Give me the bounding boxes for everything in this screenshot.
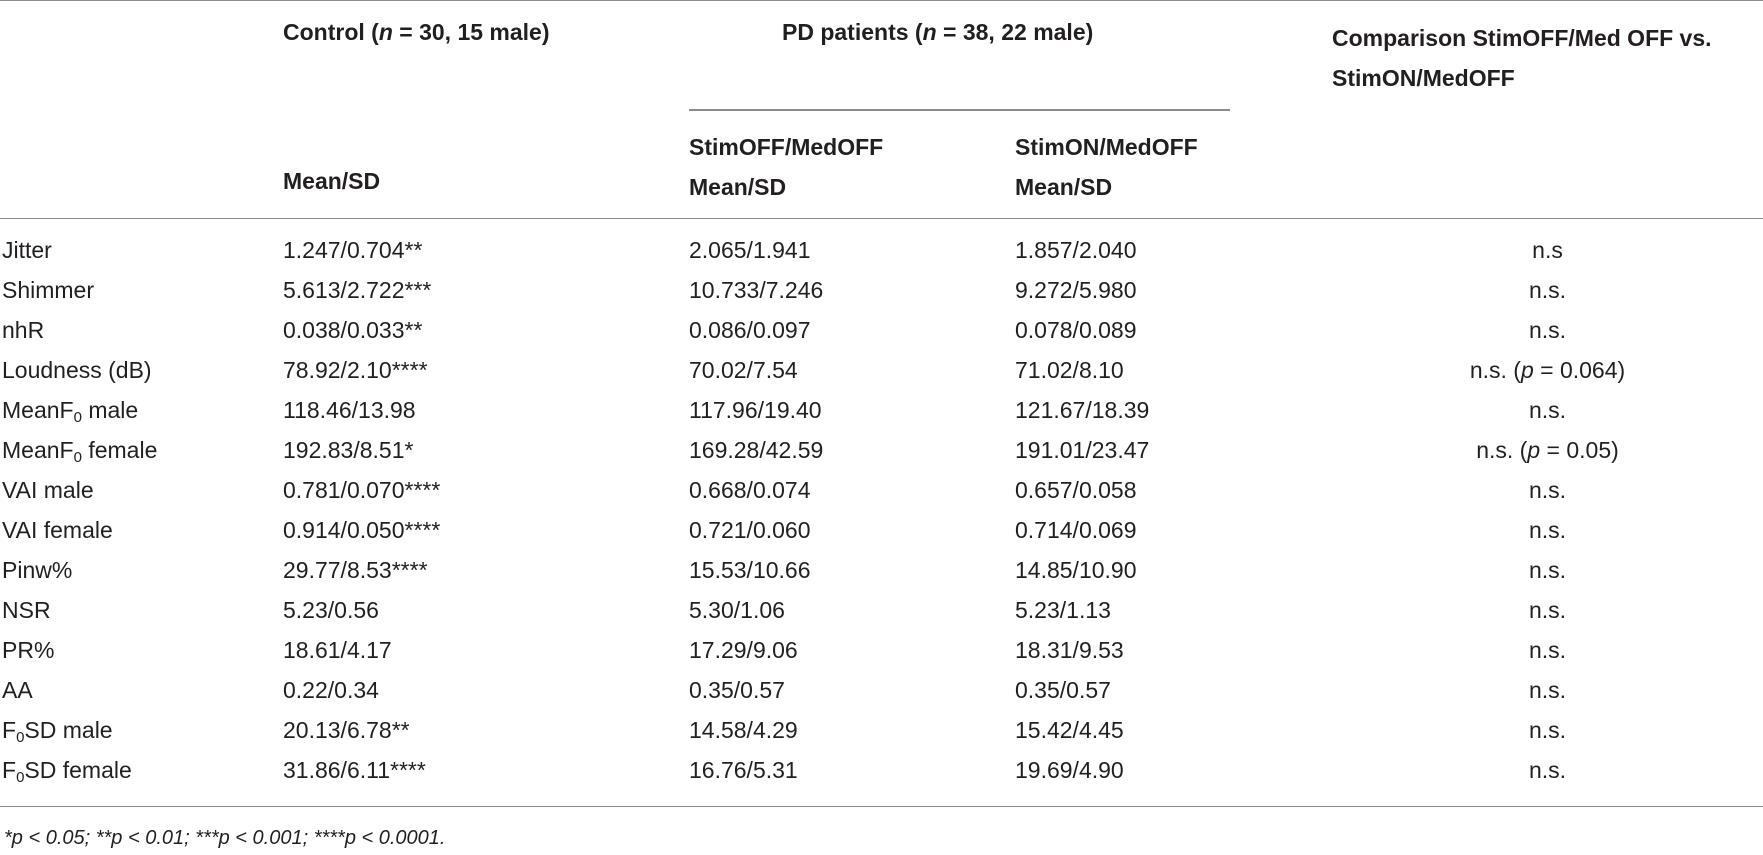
cell-comparison: n.s.: [1528, 277, 1567, 303]
cell-stimon: 18.31/9.53: [1015, 637, 1124, 663]
row-label: Pinw%: [2, 557, 73, 583]
row-label: VAI female: [2, 517, 113, 543]
cell-stimon: 0.714/0.069: [1015, 517, 1137, 543]
cell-comparison: n.s.: [1528, 517, 1567, 543]
cell-comparison: n.s.: [1528, 397, 1567, 423]
cell-stimoff: 0.668/0.074: [689, 477, 811, 503]
row-label: Loudness (dB): [2, 357, 152, 383]
footnote: *p < 0.05; **p < 0.01; ***p < 0.001; ***…: [4, 827, 446, 849]
cell-stimoff: 0.086/0.097: [689, 317, 811, 343]
row-label: PR%: [2, 637, 55, 663]
cell-comparison: n.s.: [1528, 597, 1567, 623]
cell-stimon: 14.85/10.90: [1015, 557, 1137, 583]
row-label: Jitter: [2, 237, 52, 263]
cell-control: 78.92/2.10****: [283, 357, 428, 383]
cell-stimoff: 2.065/1.941: [689, 237, 811, 263]
row-label: Shimmer: [2, 277, 95, 303]
cell-comparison: n.s. (p = 0.05): [1476, 437, 1619, 463]
cell-comparison: n.s.: [1528, 477, 1567, 503]
cell-comparison: n.s. (p = 0.064): [1469, 357, 1626, 383]
cell-stimoff: 17.29/9.06: [689, 637, 798, 663]
row-label: F0SD female: [2, 757, 132, 786]
subheader-stimoff: StimOFF/MedOFF Mean/SD: [689, 134, 884, 200]
cell-stimon: 71.02/8.10: [1015, 357, 1124, 383]
subheader-stimon: StimON/MedOFF Mean/SD: [1015, 134, 1198, 200]
table-bottom-rule: [0, 806, 1763, 807]
cell-control: 18.61/4.17: [283, 637, 392, 663]
cell-comparison: n.s.: [1528, 317, 1567, 343]
cell-stimon: 0.657/0.058: [1015, 477, 1137, 503]
cell-stimoff: 0.35/0.57: [689, 677, 785, 703]
cell-comparison: n.s.: [1528, 717, 1567, 743]
row-label: VAI male: [2, 477, 94, 503]
cell-stimoff: 169.28/42.59: [689, 437, 824, 463]
cell-control: 5.23/0.56: [283, 597, 379, 623]
cell-control: 0.914/0.050****: [283, 517, 441, 543]
cell-control: 20.13/6.78**: [283, 717, 410, 743]
cell-comparison: n.s.: [1528, 637, 1567, 663]
cell-stimoff: 10.733/7.246: [689, 277, 824, 303]
top-rule: [0, 0, 1763, 1]
cell-comparison: n.s.: [1528, 677, 1567, 703]
cell-control: 31.86/6.11****: [283, 757, 426, 783]
row-label: AA: [2, 677, 33, 703]
subheader-control: Mean/SD: [283, 168, 381, 194]
cell-stimon: 1.857/2.040: [1015, 237, 1137, 263]
cell-stimon: 0.35/0.57: [1015, 677, 1111, 703]
cell-stimon: 5.23/1.13: [1015, 597, 1111, 623]
header-comparison: Comparison StimOFF/Med OFF vs. StimON/Me…: [1332, 25, 1712, 91]
header-control: Control (n = 30, 15 male): [283, 19, 550, 45]
row-label: MeanF0 male: [2, 397, 139, 426]
cell-control: 0.038/0.033**: [283, 317, 423, 343]
cell-stimoff: 0.721/0.060: [689, 517, 811, 543]
cell-control: 5.613/2.722***: [283, 277, 432, 303]
cell-stimoff: 5.30/1.06: [689, 597, 785, 623]
cell-stimoff: 70.02/7.54: [689, 357, 798, 383]
row-label: F0SD male: [2, 717, 113, 746]
header-bottom-rule: [0, 218, 1763, 219]
cell-comparison: n.s.: [1528, 757, 1567, 783]
cell-stimoff: 117.96/19.40: [689, 397, 822, 423]
cell-control: 1.247/0.704**: [283, 237, 423, 263]
cell-stimon: 0.078/0.089: [1015, 317, 1137, 343]
row-label: NSR: [2, 597, 51, 623]
cell-stimon: 121.67/18.39: [1015, 397, 1150, 423]
cell-control: 0.781/0.070****: [283, 477, 441, 503]
cell-stimoff: 15.53/10.66: [689, 557, 811, 583]
cell-stimon: 191.01/23.47: [1015, 437, 1150, 463]
cell-stimoff: 16.76/5.31: [689, 757, 798, 783]
row-label: MeanF0 female: [2, 437, 158, 466]
cell-stimoff: 14.58/4.29: [689, 717, 798, 743]
row-label: nhR: [2, 317, 45, 343]
pd-group-rule: [689, 109, 1230, 111]
cell-control: 192.83/8.51*: [283, 437, 414, 463]
cell-comparison: n.s: [1532, 237, 1563, 263]
cell-stimon: 19.69/4.90: [1015, 757, 1124, 783]
cell-control: 29.77/8.53****: [283, 557, 428, 583]
header-pd-patients: PD patients (n = 38, 22 male): [782, 19, 1094, 45]
cell-stimon: 9.272/5.980: [1015, 277, 1137, 303]
cell-control: 0.22/0.34: [283, 677, 379, 703]
cell-comparison: n.s.: [1528, 557, 1567, 583]
cell-control: 118.46/13.98: [283, 397, 416, 423]
cell-stimon: 15.42/4.45: [1015, 717, 1124, 743]
